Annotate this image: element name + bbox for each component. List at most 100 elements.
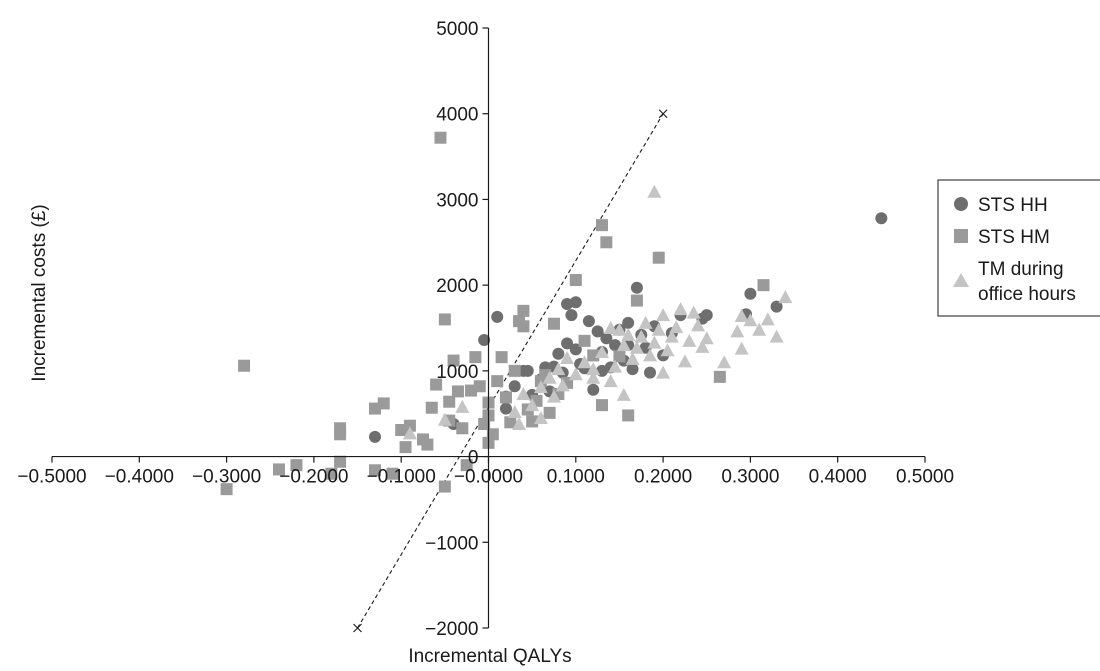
data-point-square xyxy=(447,354,460,367)
data-point-triangle xyxy=(682,333,697,347)
legend: STS HH STS HM TM during office hours xyxy=(937,179,1100,317)
data-point-triangle xyxy=(656,365,671,379)
data-point-circle xyxy=(609,339,622,352)
data-point-square xyxy=(473,380,486,393)
data-point-square xyxy=(334,428,347,441)
x-tick-label: −0.2000 xyxy=(279,467,348,488)
y-tick-label: 0 xyxy=(468,448,479,469)
data-point-triangle xyxy=(586,362,601,376)
data-point-square xyxy=(517,320,530,333)
data-point-circle xyxy=(700,309,713,322)
data-point-circle xyxy=(478,334,491,346)
data-point-triangle xyxy=(616,387,631,401)
data-point-triangle xyxy=(691,318,706,332)
legend-item-sts-hh: STS HH xyxy=(954,195,1048,216)
data-point-triangle xyxy=(603,374,618,388)
data-points-layer xyxy=(220,131,888,496)
x-tick-label: −0.4000 xyxy=(105,467,174,488)
data-point-circle xyxy=(552,347,565,360)
data-point-circle xyxy=(744,287,757,300)
data-point-square xyxy=(369,464,382,477)
data-point-square xyxy=(438,313,451,326)
data-point-circle xyxy=(622,316,635,329)
data-point-triangle xyxy=(677,354,692,368)
data-point-square xyxy=(613,350,626,363)
x-axis-title: Incremental QALYs xyxy=(408,646,571,667)
data-point-square xyxy=(434,131,447,144)
data-point-triangle xyxy=(656,308,671,322)
data-point-square xyxy=(421,438,434,451)
data-point-triangle xyxy=(546,389,561,403)
series-circle xyxy=(369,212,888,443)
data-point-circle xyxy=(508,380,521,393)
x-tick-label: −0.1000 xyxy=(367,467,436,488)
data-point-square xyxy=(469,351,482,364)
x-tick-label: 0.4000 xyxy=(809,467,867,488)
data-point-triangle xyxy=(734,309,749,322)
data-point-triangle xyxy=(594,345,609,358)
y-tick-label: 1000 xyxy=(436,362,478,383)
legend-label-sts-hm: STS HM xyxy=(978,227,1050,248)
x-end-marker-icon xyxy=(353,623,362,633)
data-point-circle xyxy=(587,383,600,396)
data-point-triangle xyxy=(512,417,527,430)
data-point-square xyxy=(460,459,473,472)
x-tick-label: 0.3000 xyxy=(721,467,779,488)
y-tick-label: −2000 xyxy=(425,619,478,640)
data-point-triangle xyxy=(625,351,640,365)
data-point-circle xyxy=(770,300,783,313)
data-point-square xyxy=(499,391,512,404)
data-point-triangle xyxy=(778,290,793,304)
reference-dashed-line xyxy=(357,113,664,629)
x-tick-label: 0.1000 xyxy=(547,467,605,488)
data-point-square xyxy=(451,385,464,398)
data-point-circle xyxy=(565,309,578,322)
data-point-triangle xyxy=(686,305,701,319)
x-tick-label: −0.3000 xyxy=(192,467,261,488)
data-point-square xyxy=(443,395,456,408)
data-point-square xyxy=(622,409,635,422)
data-point-triangle xyxy=(621,327,636,341)
data-point-triangle xyxy=(695,339,710,353)
data-point-triangle xyxy=(437,412,452,426)
data-point-triangle xyxy=(616,338,631,352)
data-point-triangle xyxy=(542,370,557,384)
data-point-triangle xyxy=(760,312,775,326)
y-tick-label: −1000 xyxy=(425,533,478,554)
y-axis-title: Incremental costs (£) xyxy=(29,204,50,381)
data-point-square xyxy=(495,351,508,364)
data-point-square xyxy=(757,279,770,292)
data-point-square xyxy=(652,251,665,264)
data-point-triangle xyxy=(608,359,623,373)
data-point-square xyxy=(377,397,390,410)
data-point-square xyxy=(569,274,582,286)
data-point-square xyxy=(325,467,338,480)
legend-triangle-icon xyxy=(953,273,969,287)
data-point-triangle xyxy=(533,411,548,424)
legend-label-tm-line-1: TM during xyxy=(978,259,1064,280)
data-point-triangle xyxy=(638,315,653,329)
data-point-circle xyxy=(569,296,582,309)
data-point-circle xyxy=(582,315,595,328)
data-point-triangle xyxy=(555,378,570,392)
data-point-square xyxy=(272,463,285,476)
data-point-triangle xyxy=(647,184,662,198)
data-point-triangle xyxy=(533,380,548,394)
data-point-circle xyxy=(600,332,613,345)
data-point-square xyxy=(587,349,600,362)
data-point-square xyxy=(504,416,517,429)
data-point-triangle xyxy=(664,329,679,343)
data-point-triangle xyxy=(769,329,784,343)
data-point-triangle xyxy=(629,340,644,354)
data-point-triangle xyxy=(651,322,666,336)
legend-square-icon xyxy=(954,229,968,243)
y-tick-label: 5000 xyxy=(436,19,478,40)
ticks-layer: −0.5000 −0.4000 −0.3000 −0.2000 −0.1000 −0.00… xyxy=(17,19,954,640)
x-tick-label: −0.5000 xyxy=(17,467,86,488)
data-point-triangle xyxy=(669,320,684,334)
data-point-triangle xyxy=(699,331,714,345)
data-point-triangle xyxy=(402,426,417,440)
legend-circle-icon xyxy=(954,197,968,211)
data-point-square xyxy=(595,399,608,412)
data-point-circle xyxy=(630,281,643,294)
